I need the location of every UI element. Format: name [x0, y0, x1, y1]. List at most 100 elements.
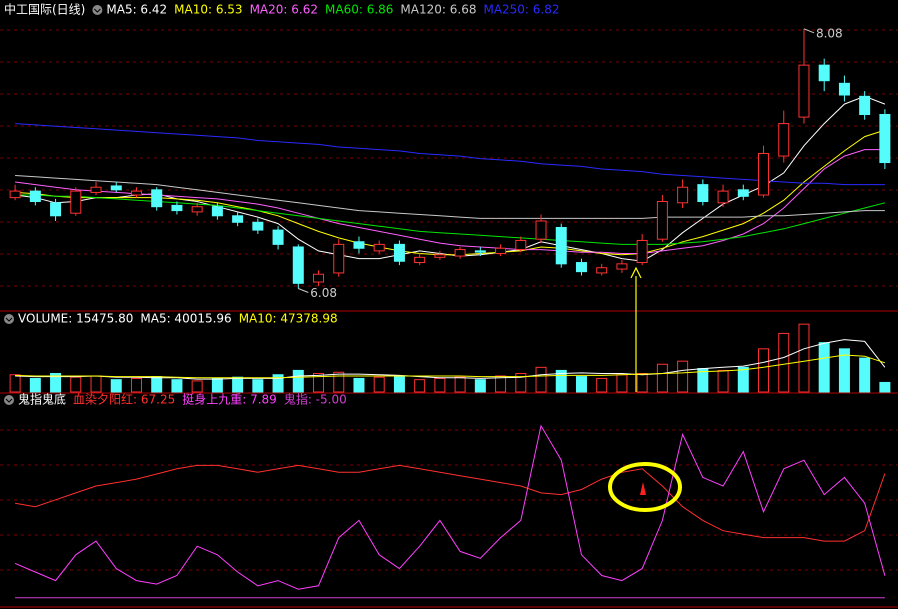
- volume-bar: [636, 373, 648, 393]
- candle-body: [778, 123, 790, 157]
- volume-bar: [50, 373, 62, 393]
- collapse-icon[interactable]: [4, 395, 14, 405]
- legend-label: 血染夕阳红: 67.25: [73, 392, 175, 407]
- volume-bar: [272, 374, 284, 393]
- candle-body: [474, 250, 486, 253]
- candle-body: [697, 184, 709, 203]
- volume-bar: [555, 369, 567, 393]
- candle-body: [515, 239, 527, 251]
- legend-label: 鬼指鬼底: [18, 392, 66, 407]
- candle-body: [737, 189, 749, 197]
- volume-bar: [758, 348, 770, 393]
- volume-bar: [353, 377, 365, 393]
- legend-label: VOLUME: 15475.80: [18, 312, 133, 326]
- volume-bar: [818, 342, 830, 393]
- candle-body: [555, 226, 567, 265]
- legend-label: MA250: 6.82: [483, 3, 559, 17]
- volume-bar: [616, 374, 628, 393]
- legend-label: MA10: 47378.98: [239, 312, 338, 326]
- volume-bar: [414, 379, 426, 393]
- candle-body: [29, 190, 41, 203]
- series-line: [15, 123, 885, 186]
- volume-bar: [393, 375, 405, 393]
- candle-body: [434, 254, 446, 258]
- legend-label: MA5: 40015.96: [140, 312, 231, 326]
- collapse-icon[interactable]: [92, 5, 103, 15]
- annotation-arrowhead: [630, 266, 642, 279]
- candle-body: [596, 267, 608, 274]
- candle-body: [272, 229, 284, 245]
- volume-bar: [211, 377, 223, 393]
- volume-bar: [70, 376, 82, 393]
- candle-body: [313, 273, 325, 283]
- signal-arrow: [640, 482, 646, 495]
- series-line: [15, 464, 886, 542]
- legend-label: 中工国际(日线): [4, 2, 85, 17]
- volume-bar: [798, 323, 810, 393]
- legend-label: 鬼指: -5.00: [284, 392, 347, 407]
- candle-body: [9, 190, 21, 199]
- volume-bar: [232, 376, 244, 393]
- volume-bar: [656, 363, 668, 393]
- volume-bar: [859, 357, 871, 393]
- candle-body: [656, 201, 668, 240]
- series-line: [15, 175, 885, 219]
- volume-bar: [130, 377, 142, 393]
- collapse-icon-chevron: [5, 398, 13, 403]
- candle-body: [130, 190, 142, 196]
- volume-bar: [677, 360, 689, 393]
- candle-body: [717, 190, 729, 204]
- volume-bar: [90, 375, 102, 393]
- legend: 中工国际(日线) MA5: 6.42 MA10: 6.53 MA20: 6.62 MA6…: [4, 2, 560, 407]
- volume-bar: [454, 376, 466, 393]
- highlight-circle: [608, 462, 682, 512]
- candle-body: [171, 204, 183, 212]
- candle-body: [252, 221, 264, 231]
- candle-body: [495, 247, 507, 254]
- candle-body: [859, 95, 871, 115]
- volume-bar: [879, 381, 891, 393]
- candle-body: [454, 249, 466, 257]
- legend-label: MA5: 6.42: [106, 3, 167, 17]
- volume-bar: [596, 377, 608, 393]
- candle-body: [818, 64, 830, 82]
- volume-bar: [838, 348, 850, 393]
- series-line: [14, 424, 886, 590]
- candle-body: [353, 241, 365, 249]
- candle-body: [677, 186, 689, 204]
- volume-bar: [313, 373, 325, 393]
- candle-body: [50, 202, 62, 217]
- volume-bar: [535, 366, 547, 393]
- series-line: [15, 339, 886, 380]
- annotation-leader: [298, 288, 309, 293]
- volume-bar: [373, 376, 385, 393]
- low-annotation: 6.08: [310, 286, 337, 300]
- volume-bar: [292, 369, 304, 393]
- volume-bar: [495, 375, 507, 393]
- candle-body: [110, 185, 122, 191]
- candle-body: [393, 243, 405, 262]
- candle-body: [333, 243, 345, 274]
- candle-body: [90, 186, 102, 193]
- volume-bar: [778, 332, 790, 393]
- candle-body: [616, 263, 628, 270]
- collapse-icon-chevron: [5, 317, 13, 322]
- annotation-leader: [803, 28, 815, 34]
- volume-bar: [333, 371, 345, 393]
- candle-body: [838, 82, 850, 96]
- legend-label: MA60: 6.86: [325, 3, 393, 17]
- legend-label: 挺身上九重: 7.89: [182, 392, 277, 407]
- candle-body: [373, 243, 385, 252]
- volume-bar: [434, 377, 446, 393]
- legend-label: MA10: 6.53: [174, 3, 242, 17]
- marks: 8.08 6.08: [9, 26, 891, 599]
- candle-body: [636, 239, 648, 264]
- candle-body: [232, 215, 244, 223]
- candle-body: [798, 64, 810, 118]
- volume-bar: [717, 369, 729, 393]
- collapse-icon[interactable]: [4, 314, 14, 324]
- legend-label: MA20: 6.62: [250, 3, 318, 17]
